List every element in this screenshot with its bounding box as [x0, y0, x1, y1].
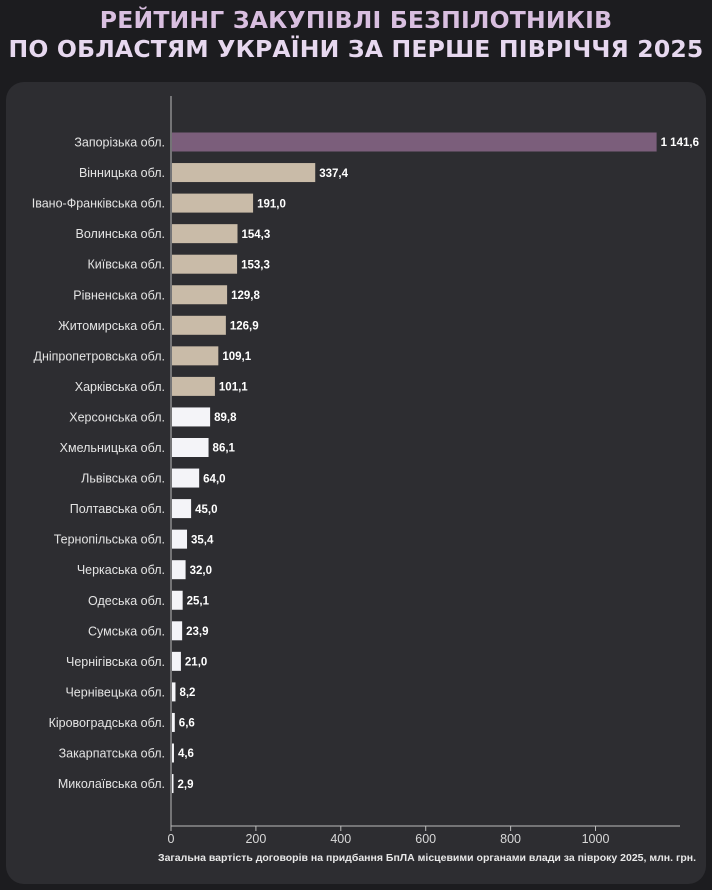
- bar: [172, 774, 174, 794]
- value-label: 8,2: [179, 687, 195, 699]
- x-axis-label: Загальна вартість договорів на придбання…: [158, 852, 696, 864]
- bar: [172, 163, 316, 183]
- x-tick-label: 400: [330, 832, 351, 846]
- bar: [172, 254, 238, 274]
- bar: [172, 132, 657, 152]
- bar: [172, 499, 192, 519]
- value-label: 64,0: [203, 473, 225, 485]
- value-label: 21,0: [185, 657, 207, 669]
- x-tick-label: 200: [245, 832, 266, 846]
- bar: [172, 438, 209, 457]
- value-label: 191,0: [257, 198, 286, 210]
- bar: [172, 346, 219, 366]
- category-label: Закарпатська обл.: [59, 747, 165, 761]
- category-label: Житомирська обл.: [58, 319, 165, 333]
- category-label: Кіровоградська обл.: [49, 716, 165, 730]
- category-label: Миколаївська обл.: [58, 777, 165, 791]
- value-label: 126,9: [230, 321, 259, 333]
- chart-title-line-2: ПО ОБЛАСТЯМ УКРАЇНИ ЗА ПЕРШЕ ПІВРІЧЧЯ 20…: [8, 35, 704, 63]
- chart-title: РЕЙТИНГ ЗАКУПІВЛІ БЕЗПІЛОТНИКІВ ПО ОБЛАС…: [0, 6, 712, 64]
- bar: [172, 224, 238, 244]
- value-label: 23,9: [186, 626, 208, 638]
- value-label: 6,6: [179, 718, 195, 730]
- bar: [172, 407, 211, 427]
- bar: [172, 376, 215, 396]
- category-label: Одеська обл.: [88, 594, 165, 608]
- bar: [172, 651, 181, 671]
- value-label: 2,9: [178, 779, 194, 791]
- category-label: Київська обл.: [88, 258, 165, 272]
- category-label: Полтавська обл.: [70, 502, 165, 516]
- bar: [172, 285, 228, 305]
- x-tick-label: 1000: [582, 832, 610, 846]
- value-label: 35,4: [191, 534, 214, 546]
- category-label: Івано-Франківська обл.: [32, 197, 165, 211]
- category-label: Запорізька обл.: [74, 136, 165, 150]
- bar: [172, 560, 186, 580]
- category-label: Чернігівська обл.: [66, 655, 165, 669]
- value-label: 129,8: [231, 290, 260, 302]
- bar: [172, 468, 200, 488]
- category-label: Тернопільська обл.: [54, 533, 165, 547]
- category-label: Чернівецька обл.: [65, 685, 165, 699]
- bar: [172, 193, 254, 213]
- category-label: Хмельницька обл.: [60, 441, 165, 455]
- value-label: 25,1: [187, 595, 210, 607]
- category-label: Сумська обл.: [88, 624, 165, 638]
- bar: [172, 682, 176, 702]
- category-label: Рівненська обл.: [73, 288, 165, 302]
- value-label: 32,0: [190, 565, 212, 577]
- x-tick-label: 800: [500, 832, 521, 846]
- bar: [172, 315, 226, 335]
- value-label: 154,3: [242, 229, 271, 241]
- category-label: Черкаська обл.: [77, 563, 165, 577]
- category-label: Харківська обл.: [75, 380, 165, 394]
- value-label: 109,1: [222, 351, 251, 363]
- value-label: 4,6: [178, 748, 194, 760]
- value-label: 337,4: [319, 168, 348, 180]
- chart-panel: [6, 82, 706, 884]
- bar: [172, 743, 174, 763]
- value-label: 153,3: [241, 259, 270, 271]
- value-label: 101,1: [219, 382, 248, 394]
- category-label: Вінницька обл.: [79, 166, 165, 180]
- category-label: Волинська обл.: [76, 227, 165, 241]
- x-tick-label: 600: [415, 832, 436, 846]
- category-label: Львівська обл.: [81, 472, 165, 486]
- x-tick-label: 0: [168, 832, 175, 846]
- category-label: Дніпропетровська обл.: [33, 349, 165, 363]
- bar: [172, 590, 183, 610]
- value-label: 45,0: [195, 504, 217, 516]
- chart-title-line-1: РЕЙТИНГ ЗАКУПІВЛІ БЕЗПІЛОТНИКІВ: [99, 6, 613, 34]
- value-label: 86,1: [213, 443, 236, 455]
- bar: [172, 529, 188, 549]
- bar: [172, 621, 183, 641]
- value-label: 89,8: [214, 412, 237, 424]
- bar: [172, 712, 175, 732]
- category-label: Херсонська обл.: [69, 410, 165, 424]
- value-label: 1 141,6: [661, 137, 699, 149]
